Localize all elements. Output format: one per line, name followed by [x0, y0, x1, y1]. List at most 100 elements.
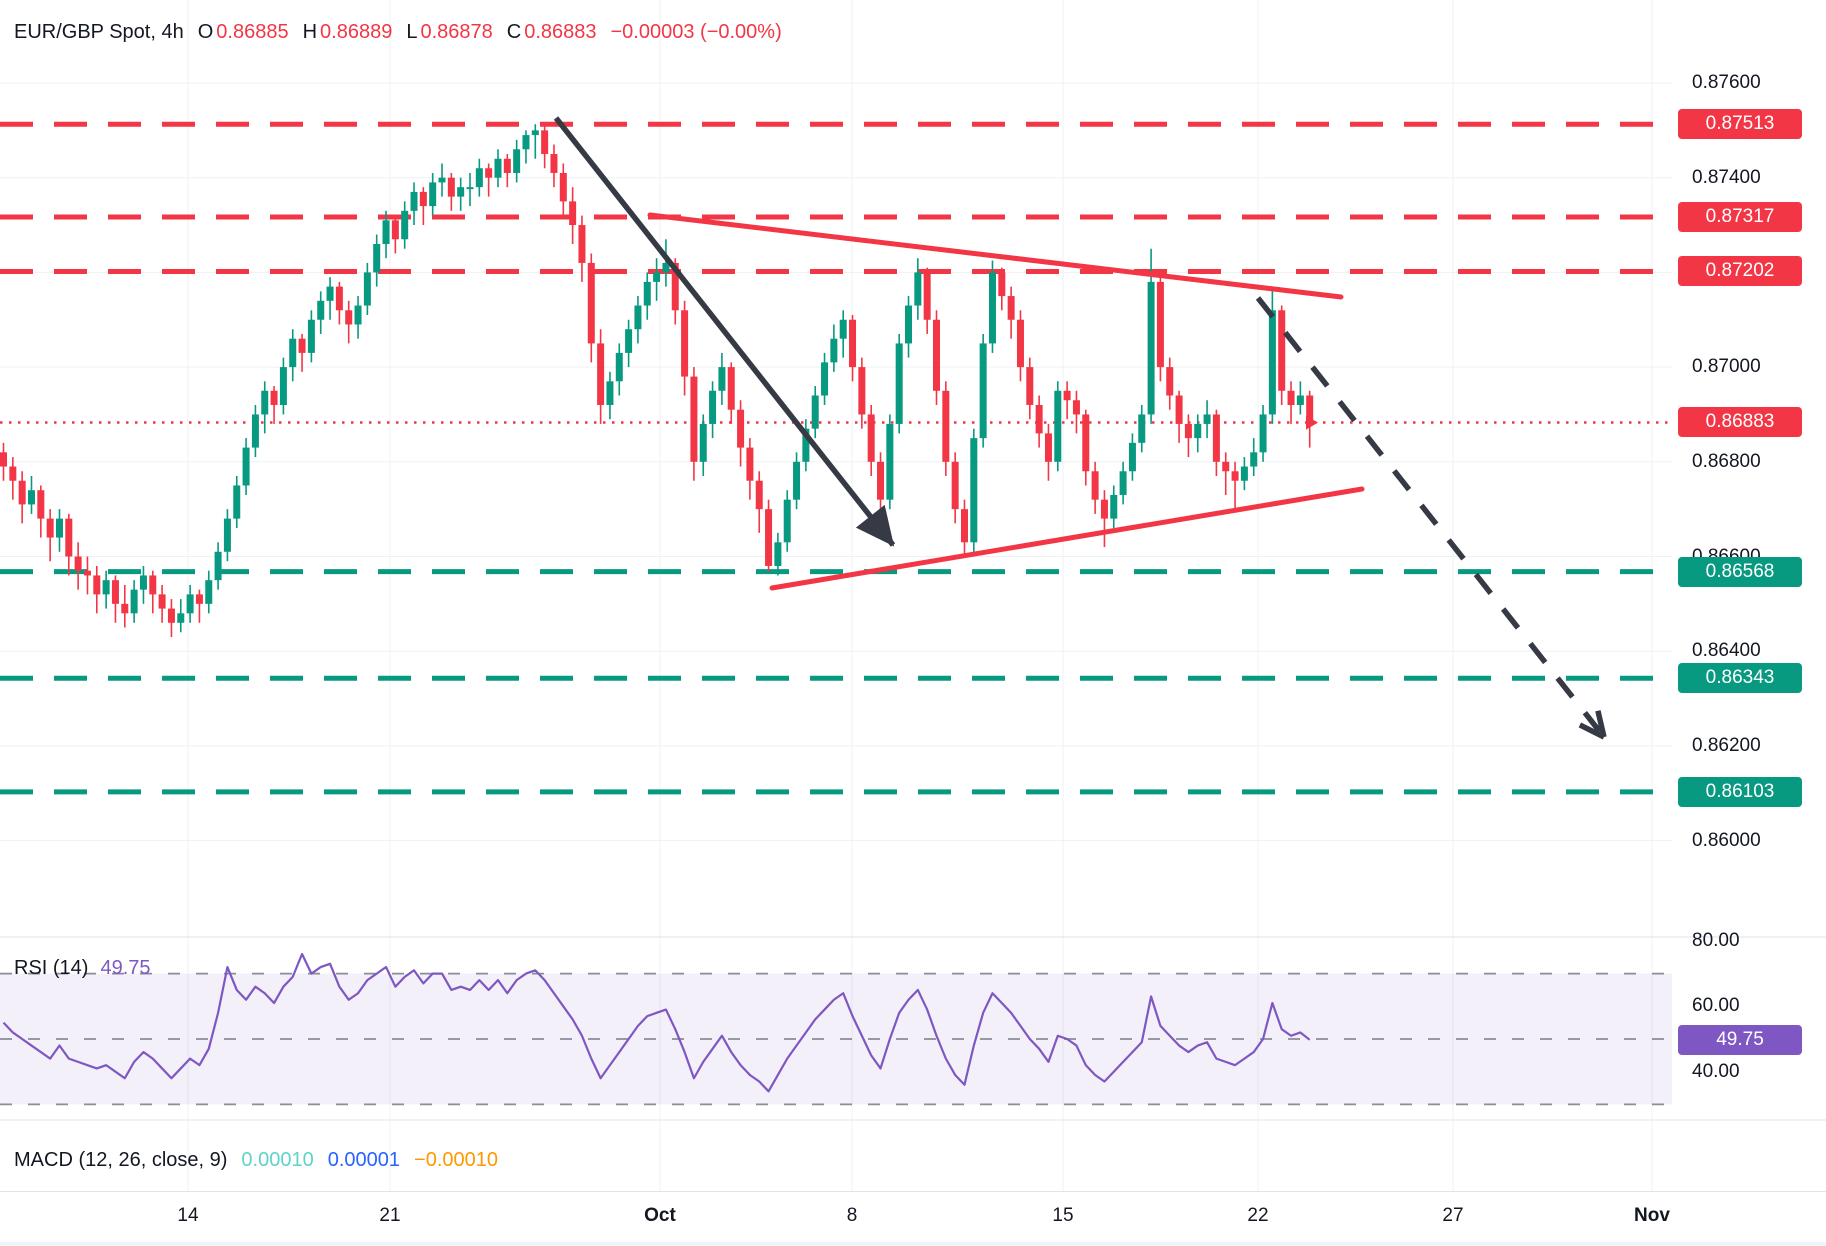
candle-body [569, 201, 577, 226]
low-label: L [406, 21, 418, 43]
candle-body [1007, 296, 1015, 320]
candle-body [307, 319, 315, 353]
candle-body [849, 319, 857, 368]
candle-body [858, 367, 866, 415]
candle-body [223, 518, 231, 552]
candle-body [373, 243, 381, 273]
macd-legend[interactable]: MACD (12, 26, close, 9) 0.00010 0.00001 … [14, 1148, 498, 1172]
time-tick-label: 14 [177, 1205, 199, 1226]
price-axis-label: 0.87400 [1692, 166, 1761, 188]
candle-body [1072, 400, 1080, 415]
candle-body [1184, 423, 1192, 439]
price-level-badge: 0.87513 [1678, 109, 1802, 140]
candle-body [1287, 390, 1295, 405]
candle-body [737, 409, 745, 448]
candle-body [541, 130, 549, 155]
candle-body [1250, 452, 1258, 467]
projected-breakdown-arrow [1255, 296, 1607, 739]
candle-body [597, 343, 605, 405]
support-resistance-lines [0, 121, 1672, 795]
symbol-legend[interactable]: EUR/GBP Spot, 4h O 0.86885 H 0.86889 L 0… [14, 20, 782, 44]
close-label: C [506, 21, 522, 43]
rsi-legend[interactable]: RSI (14) 49.75 [14, 956, 151, 980]
candle-body [653, 272, 661, 282]
rsi-value-badge: 49.75 [1678, 1024, 1802, 1055]
candle-body [494, 158, 502, 178]
annotation-arrows [553, 116, 1607, 740]
candle-body [503, 158, 511, 173]
candle-body [1278, 310, 1286, 391]
rsi-series-line [2, 952, 1311, 1093]
price-axis-label: 0.86200 [1692, 734, 1761, 756]
candle-body [1156, 281, 1164, 368]
candle-body [1082, 414, 1090, 472]
candle-body [1212, 414, 1220, 462]
candle-body [783, 499, 791, 543]
time-tick-label: 15 [1052, 1205, 1074, 1226]
candle-body [559, 172, 567, 202]
candle-body [606, 381, 614, 405]
candle-body [93, 575, 101, 595]
candle-body [214, 551, 222, 581]
candle-body [37, 490, 45, 519]
price-axis[interactable]: 0.876000.874000.870000.868000.866000.864… [1672, 0, 1826, 1191]
candle-body [429, 182, 437, 207]
candle-body [690, 376, 698, 462]
candle-body [83, 570, 91, 576]
candle-body [1268, 310, 1276, 415]
candle-body [130, 589, 138, 614]
candle-body [662, 262, 670, 273]
candle-body [298, 338, 306, 353]
candle-body [1231, 471, 1239, 481]
candle-body [513, 149, 521, 173]
price-level-badge: 0.86103 [1678, 776, 1802, 807]
bottom-strip [0, 1242, 1826, 1246]
candle-body [895, 343, 903, 424]
candlesticks [0, 124, 1314, 637]
time-axis[interactable]: 14 21 Oct 8 15 22 27 Nov [0, 1191, 1826, 1246]
candle-body [942, 390, 950, 462]
price-axis-label: 0.87000 [1692, 356, 1761, 378]
candle-body [345, 310, 353, 325]
candle-body [317, 300, 325, 320]
candle-body [1110, 494, 1118, 519]
candle-body [335, 286, 343, 311]
candle-body [466, 187, 474, 190]
candle-body [391, 220, 399, 240]
candle-body [485, 168, 493, 178]
candle-body [233, 485, 241, 519]
open-value: 0.86885 [216, 21, 289, 43]
price-axis-label: 0.87600 [1692, 72, 1761, 93]
candle-body [839, 319, 847, 339]
candle-body [475, 168, 483, 188]
candle-body [1147, 281, 1155, 415]
price-axis-label: 0.86400 [1692, 640, 1761, 662]
open-label: O [197, 21, 214, 43]
candle-body [1175, 395, 1183, 424]
price-axis-label: 0.86000 [1692, 829, 1761, 851]
candle-body [167, 608, 175, 623]
macd-histogram-value: 0.00010 [241, 1149, 314, 1171]
candle-body [65, 518, 73, 557]
candle-body [177, 613, 185, 623]
candle-body [587, 262, 595, 344]
candle-body [699, 423, 707, 462]
candle-body [811, 395, 819, 429]
candle-body [615, 352, 623, 382]
candle-body [1138, 414, 1146, 443]
candle-body [1016, 319, 1024, 368]
candle-body [1166, 367, 1174, 396]
candle-body [727, 367, 735, 410]
candle-body [886, 423, 894, 500]
candle-body [746, 447, 754, 481]
candle-body [74, 556, 82, 571]
low-value: 0.86878 [420, 21, 493, 43]
candle-body [1203, 414, 1211, 424]
candle-body [1222, 461, 1230, 472]
price-axis-label: 0.86800 [1692, 450, 1761, 472]
price-level-badge: 0.86568 [1678, 556, 1802, 587]
candle-body [0, 452, 7, 467]
rsi-title: RSI (14) [14, 957, 89, 979]
high-label: H [302, 21, 318, 43]
